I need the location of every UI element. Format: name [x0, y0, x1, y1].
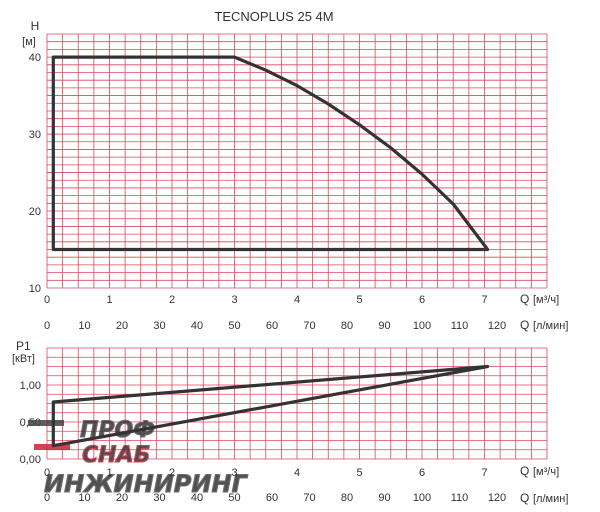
x2-tick-label: 110 — [451, 320, 469, 332]
x2-tick-label: 40 — [191, 492, 203, 504]
x2-tick-label: 50 — [228, 492, 240, 504]
x2-tick-label: 10 — [78, 320, 90, 332]
x1-tick-label: 5 — [356, 467, 362, 479]
x2-tick-label: 30 — [153, 492, 165, 504]
x1-tick-label: 2 — [169, 294, 175, 306]
head-flow-curve — [51, 55, 490, 252]
x2-tick-label: 90 — [378, 492, 390, 504]
x2-tick-label: 70 — [303, 320, 315, 332]
x2-tick-label: 70 — [303, 492, 315, 504]
top-x1-label: Q — [520, 292, 529, 306]
x2-tick-label: 20 — [116, 492, 128, 504]
x1-tick-label: 0 — [44, 467, 50, 479]
x1-tick-label: 6 — [419, 294, 425, 306]
top-y-label: H — [31, 19, 40, 33]
x1-tick-label: 7 — [481, 467, 487, 479]
x1-tick-label: 5 — [356, 294, 362, 306]
top-x2-label: Q — [520, 318, 529, 332]
bottom-x1-label: Q — [520, 464, 529, 478]
bottom-x1-unit: [м³/ч] — [533, 466, 559, 478]
x2-tick-label: 40 — [191, 320, 203, 332]
y-tick-label: 0,00 — [20, 454, 41, 466]
x1-tick-label: 4 — [294, 294, 300, 306]
x2-tick-label: 100 — [413, 492, 431, 504]
watermark-line3: ИНЖИНИРИНГ — [44, 470, 249, 498]
top-y-unit: [м] — [22, 36, 36, 48]
x2-tick-label: 120 — [488, 492, 506, 504]
power-flow-curve — [51, 364, 490, 448]
x2-tick-label: 30 — [153, 320, 165, 332]
x2-tick-label: 50 — [228, 320, 240, 332]
x1-tick-label: 1 — [106, 294, 112, 306]
x1-tick-label: 1 — [106, 467, 112, 479]
y-tick-label: 10 — [29, 283, 41, 295]
y-tick-label: 1,00 — [20, 380, 41, 392]
top-x1-ticks: 0 1 2 3 4 5 6 7 — [44, 294, 488, 306]
top-y-ticks: 10 20 30 40 — [29, 52, 41, 295]
chart-title: TECNOPLUS 25 4M — [214, 9, 333, 24]
bottom-x2-label: Q — [520, 491, 529, 505]
bottom-y-unit: [кВт] — [12, 353, 35, 365]
top-x2-ticks: 0 10 20 30 40 50 60 70 80 90 100 110 120 — [44, 320, 506, 332]
x1-tick-label: 6 — [419, 467, 425, 479]
x2-tick-label: 60 — [266, 320, 278, 332]
x2-tick-label: 120 — [488, 320, 506, 332]
x2-tick-label: 0 — [44, 320, 50, 332]
x1-tick-label: 7 — [481, 294, 487, 306]
watermark-logo-bar — [28, 420, 64, 426]
x1-tick-label: 3 — [231, 467, 237, 479]
x2-tick-label: 80 — [341, 492, 353, 504]
x2-tick-label: 10 — [78, 492, 90, 504]
x1-tick-label: 4 — [294, 467, 300, 479]
x1-tick-label: 3 — [231, 294, 237, 306]
x2-tick-label: 60 — [266, 492, 278, 504]
x2-tick-label: 110 — [451, 492, 469, 504]
bottom-y-label: P1 — [16, 339, 31, 353]
x2-tick-label: 20 — [116, 320, 128, 332]
y-tick-label: 20 — [29, 206, 41, 218]
x2-tick-label: 100 — [413, 320, 431, 332]
x1-tick-label: 2 — [169, 467, 175, 479]
top-x2-unit: [л/мин] — [533, 320, 568, 332]
watermark-line2: СНАБ — [82, 443, 150, 468]
bottom-x2-unit: [л/мин] — [533, 493, 568, 505]
x1-tick-label: 0 — [44, 294, 50, 306]
watermark-logo-bar-red — [34, 444, 70, 450]
x2-tick-label: 90 — [378, 320, 390, 332]
x2-tick-label: 80 — [341, 320, 353, 332]
y-tick-label: 40 — [29, 52, 41, 64]
top-x1-unit: [м³/ч] — [533, 294, 559, 306]
bottom-x1-ticks: 0 1 2 3 4 5 6 7 — [44, 467, 488, 479]
y-tick-label: 30 — [29, 129, 41, 141]
bottom-x2-ticks: 0 10 20 30 40 50 60 70 80 90 100 110 120 — [44, 492, 506, 504]
x2-tick-label: 0 — [44, 492, 50, 504]
